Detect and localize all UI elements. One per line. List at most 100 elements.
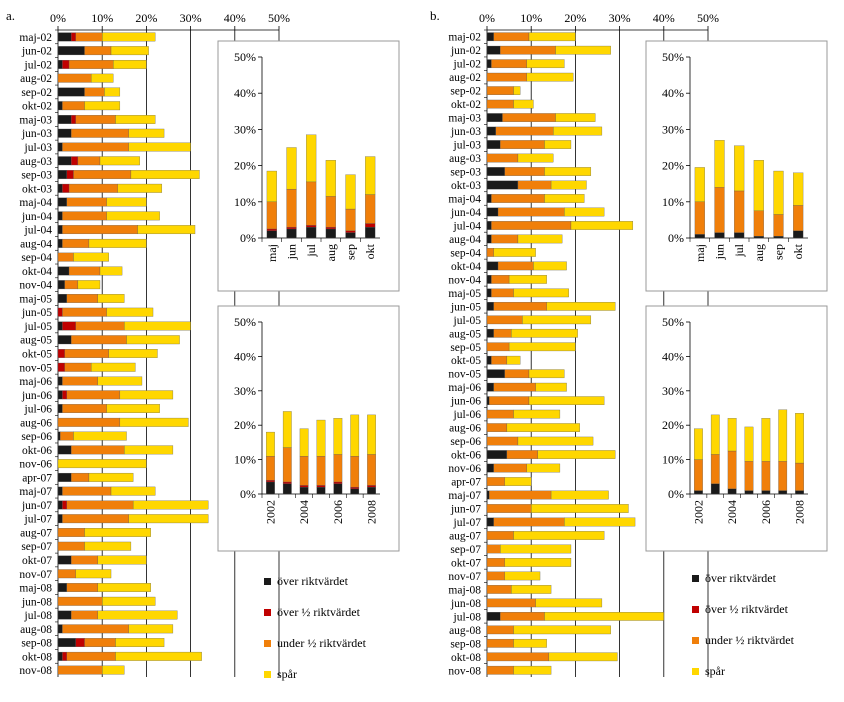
bar-trace: [544, 194, 585, 203]
bar-trace: [504, 477, 532, 486]
inset-bar-over: [286, 228, 297, 239]
bar-under_half: [486, 423, 508, 432]
inset-bar-over: [325, 228, 336, 239]
bar-trace: [97, 610, 178, 620]
category-label: maj-08: [19, 583, 52, 595]
legend-label-over_half: över ½ riktvärdet: [277, 605, 361, 619]
category-label: maj-05: [19, 293, 52, 305]
inset-bar-trace: [795, 413, 804, 464]
bar-trace: [97, 583, 151, 592]
bar-over: [57, 238, 63, 248]
category-label: jul-04: [24, 225, 53, 237]
bar-trace: [128, 624, 174, 634]
category-label: okt-06: [22, 445, 52, 457]
bar-over: [57, 156, 72, 166]
category-label: sep-08: [21, 638, 52, 650]
bar-under_half: [62, 514, 129, 524]
category-label: maj-07: [448, 490, 481, 502]
category-label: aug-08: [20, 624, 52, 636]
bar-trace: [84, 528, 151, 537]
inset-bar-trace: [350, 414, 360, 457]
bar-over: [486, 167, 505, 176]
bar-trace: [106, 404, 160, 413]
legend-label-trace: spår: [705, 664, 725, 678]
bar-under_half: [486, 652, 550, 662]
bar-trace: [128, 142, 191, 152]
category-label: maj-03: [448, 113, 481, 125]
bar-over: [486, 221, 492, 230]
bar-under_half: [497, 207, 565, 217]
bar-under_half: [486, 625, 514, 635]
bar-over: [486, 355, 492, 365]
bar-under_half: [486, 665, 514, 675]
legend-swatch-over: [264, 578, 271, 585]
category-label: nov-04: [448, 274, 481, 286]
bar-trace: [115, 115, 156, 124]
category-label: jun-05: [21, 307, 52, 319]
bar-under_half: [57, 417, 121, 427]
legend-label-under_half: under ½ riktvärdet: [277, 636, 367, 650]
legend-swatch-over: [692, 575, 699, 582]
bar-over: [57, 514, 63, 524]
bar-trace: [522, 315, 592, 325]
category-label: maj-06: [448, 382, 481, 394]
category-label: jun-04: [21, 211, 52, 223]
inset-bar-over_half: [350, 486, 360, 489]
inset-bar-under_half: [325, 196, 336, 228]
bar-under_half: [495, 126, 554, 136]
inset-x-tick-label: 2002: [263, 500, 277, 524]
bar-trace: [535, 382, 567, 392]
bar-trace: [102, 32, 156, 42]
bar-under_half: [486, 598, 536, 608]
inset-y-tick-label: 50%: [662, 315, 684, 329]
bar-under_half: [486, 315, 523, 325]
legend-swatch-under_half: [264, 640, 271, 647]
category-label: maj-08: [448, 584, 481, 596]
bar-trace: [115, 638, 165, 648]
bar-under_half: [493, 301, 547, 311]
bar-under_half: [57, 665, 103, 675]
category-label: sep-03: [21, 170, 52, 182]
bar-trace: [99, 156, 140, 166]
bar-under_half: [71, 610, 98, 620]
inset-bar-over_half: [345, 230, 356, 233]
bar-over: [57, 321, 63, 331]
inset-bar-over_half: [286, 226, 297, 230]
bar-under_half: [71, 445, 125, 455]
category-label: jul-03: [453, 140, 482, 152]
bar-trace: [555, 45, 611, 55]
inset-bar-over_half: [306, 225, 317, 228]
bar-trace: [550, 180, 587, 190]
bar-over: [57, 128, 72, 138]
bar-trace: [106, 211, 160, 221]
bar-under_half: [493, 32, 530, 42]
bar-trace: [511, 328, 578, 338]
bar-under_half: [486, 531, 514, 540]
category-label: jun-03: [450, 126, 481, 138]
bar-trace: [513, 86, 521, 95]
bar-under_half: [84, 87, 105, 97]
inset-x-tick-label: sep: [344, 244, 358, 260]
inset-bar-trace: [727, 418, 737, 452]
category-label: jun-06: [450, 396, 481, 408]
inset-bar-over: [793, 230, 804, 239]
category-label: jul-02: [24, 59, 53, 71]
inset-y-tick-label: 10%: [234, 453, 256, 467]
bar-under_half: [491, 221, 572, 230]
category-label: sep-07: [21, 541, 52, 553]
bar-over: [57, 431, 61, 441]
inset-bar-over: [727, 488, 737, 495]
bar-under_half: [57, 569, 76, 579]
bar-trace: [508, 275, 547, 284]
inset-x-tick-label: sep: [772, 244, 786, 260]
bar-over: [57, 486, 63, 496]
category-label: aug-08: [449, 625, 481, 637]
inset-y-tick-label: 40%: [662, 86, 684, 100]
inset-bar-trace: [266, 431, 275, 457]
bar-trace: [513, 625, 611, 635]
bar-under_half: [491, 275, 510, 284]
legend-label-trace: spår: [277, 667, 297, 681]
bar-under_half: [68, 266, 101, 276]
bar-under_half: [504, 369, 530, 379]
legend-label-over: över riktvärdet: [705, 571, 777, 585]
